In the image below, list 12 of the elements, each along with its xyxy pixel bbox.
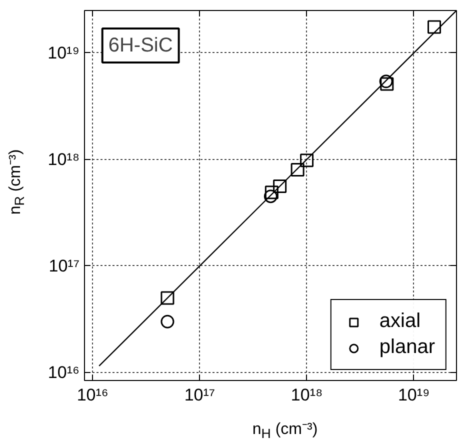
y-tick-label: 10¹⁷ <box>48 256 80 276</box>
y-tick-label: 10¹⁶ <box>48 362 80 382</box>
annotation: 6H-SiC <box>108 34 173 56</box>
legend-label: axial <box>379 310 421 333</box>
x-tick-label: 10¹⁹ <box>398 386 430 404</box>
y-tick-label: 10¹⁹ <box>48 43 80 62</box>
x-tick-label: 10¹⁸ <box>290 386 323 404</box>
y-tick-label: 10¹⁸ <box>48 150 80 169</box>
x-axis-title: n$_{H}$ (cm⁻³) <box>251 420 319 444</box>
x-tick-label: 10¹⁷ <box>184 386 216 404</box>
x-tick-label: 10¹⁶ <box>76 386 108 404</box>
legend-label: planar <box>379 336 435 359</box>
